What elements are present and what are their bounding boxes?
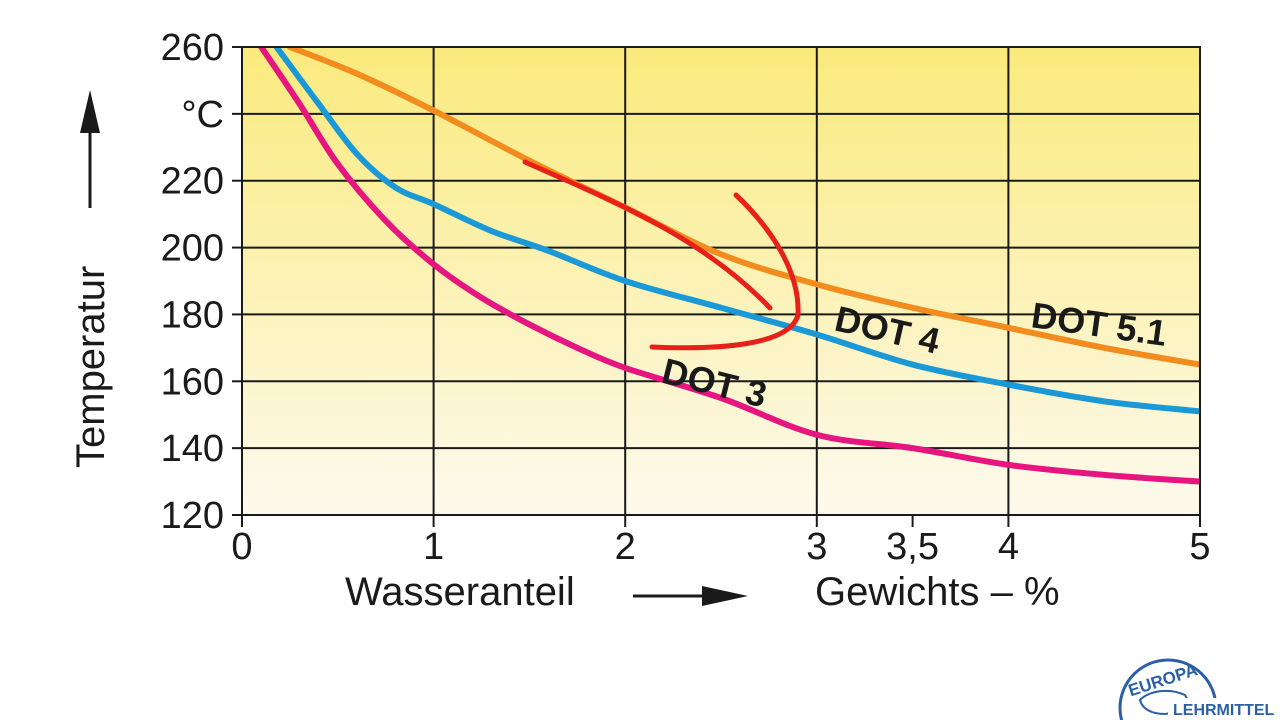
plot-frame: [241, 46, 1201, 516]
x-tick-label: 2: [615, 526, 636, 568]
y-axis-arrow-head: [80, 90, 100, 133]
series-line-dot4: [273, 47, 1200, 415]
y-tick-label: 160: [161, 361, 224, 403]
series-layer: [258, 47, 1200, 485]
x-tick-label: 0: [231, 526, 252, 568]
y-tick-label: 180: [161, 294, 224, 336]
x-tick-label: 5: [1189, 526, 1210, 568]
logo-bottom-text: LEHRMITTEL: [1173, 702, 1275, 719]
x-axis-arrow: [633, 586, 748, 606]
plot-background: [242, 47, 1200, 515]
y-tick-labels: 260 °C 220 200 180 160 140 120: [161, 27, 242, 537]
x-axis-title: Wasseranteil: [345, 570, 575, 614]
series-line-dot51: [286, 47, 1200, 368]
annotation-arrow: [522, 159, 773, 311]
y-tick-label: 220: [161, 161, 224, 203]
x-tick-label: 3,5: [886, 526, 939, 568]
y-axis-title-group: Temperatur: [69, 90, 113, 468]
grid: [242, 47, 1200, 515]
y-tick-label: °C: [181, 94, 224, 136]
x-tick-labels: 0 1 2 3 3,5 4 5: [231, 515, 1211, 568]
x-tick-label: 1: [423, 526, 444, 568]
x-axis-unit: Gewichts – %: [815, 570, 1060, 614]
y-tick-label: 260: [161, 27, 224, 69]
annotation-arrowhead: [649, 192, 801, 351]
y-tick-label: 120: [161, 495, 224, 537]
x-tick-label: 4: [998, 526, 1019, 568]
europa-lehrmittel-logo: EUROPA LEHRMITTEL: [1118, 658, 1280, 720]
y-tick-label: 140: [161, 428, 224, 470]
y-axis-title: Temperatur: [69, 266, 113, 468]
series-line-dot3: [258, 47, 1200, 485]
y-tick-label: 200: [161, 228, 224, 270]
x-tick-label: 3: [806, 526, 827, 568]
